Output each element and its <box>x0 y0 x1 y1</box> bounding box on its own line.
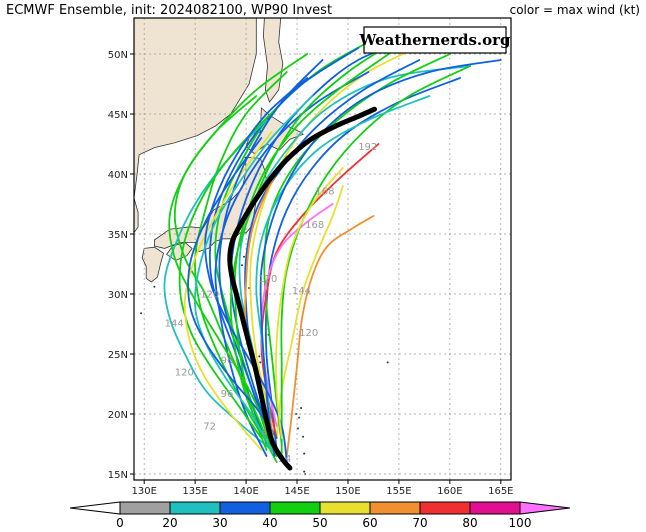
lon-tick-label: 165E <box>488 486 513 497</box>
lat-tick-label: 40N <box>108 170 128 181</box>
member-track <box>194 95 314 451</box>
island-marker <box>302 435 305 438</box>
watermark-box <box>363 26 507 54</box>
member-track <box>214 71 370 457</box>
colorbar-tick-label: 50 <box>312 516 327 530</box>
island-marker <box>386 361 389 364</box>
lat-tick-label: 20N <box>108 410 128 421</box>
forecast-hour-label: 120 <box>175 368 194 379</box>
forecast-hour-label: 120 <box>200 290 219 301</box>
lat-tick-label: 45N <box>108 110 128 121</box>
member-track <box>178 107 278 439</box>
forecast-hour-label: 96 <box>221 356 234 367</box>
colorbar-high-arrow <box>519 501 571 515</box>
lon-tick-label: 160E <box>437 486 462 497</box>
axis-ticks: 130E 135E 140E 145E 150E 155E 160E 165E 15N 20N 25… <box>108 50 514 497</box>
member-track <box>218 59 324 451</box>
forecast-hour-label: 192 <box>358 142 377 153</box>
legend-note: color = max wind (kt) <box>509 3 640 17</box>
colorbar-tick-label: 70 <box>412 516 427 530</box>
lat-tick-label: 30N <box>108 290 128 301</box>
lon-tick-label: 140E <box>233 486 258 497</box>
member-track <box>280 65 472 457</box>
member-track <box>259 59 502 457</box>
lon-tick-label: 135E <box>182 486 207 497</box>
lon-tick-label: 155E <box>386 486 411 497</box>
lon-tick-label: 145E <box>284 486 309 497</box>
colorbar-segment <box>169 501 221 515</box>
colorbar-segment <box>319 501 371 515</box>
lat-tick-label: 50N <box>108 50 128 61</box>
forecast-hour-label: 72 <box>203 422 216 433</box>
lon-tick-label: 130E <box>131 486 156 497</box>
colorbar-segment <box>269 501 321 515</box>
colorbar-segment <box>219 501 271 515</box>
member-track <box>187 137 278 439</box>
forecast-hour-label: 120 <box>299 328 318 339</box>
plot-frame <box>133 17 512 481</box>
colorbar-tick-label: 30 <box>212 516 227 530</box>
colorbar-segment <box>369 501 421 515</box>
island-marker <box>241 264 243 267</box>
member-track <box>204 77 309 463</box>
island-marker <box>303 470 306 473</box>
lat-tick-label: 25N <box>108 350 128 361</box>
island-marker <box>303 452 306 455</box>
forecast-hour-label: 168 <box>315 186 334 197</box>
island-marker <box>140 312 143 315</box>
island-marker <box>258 355 261 358</box>
lon-tick-label: 150E <box>335 486 360 497</box>
forecast-hour-label: 144 <box>165 318 184 329</box>
colorbar-tick-label: 100 <box>509 516 532 530</box>
forecast-hour-label: 168 <box>305 220 324 231</box>
member-track <box>249 41 431 451</box>
island-marker <box>300 407 303 409</box>
colorbar-tick-label: 20 <box>162 516 177 530</box>
forecast-hour-label: 96 <box>221 389 234 400</box>
ensemble-mean-track <box>227 106 377 471</box>
watermark-text: Weathernerds.org <box>358 31 511 49</box>
colorbar-low-arrow <box>69 501 121 515</box>
colorbar-tick-label: 60 <box>362 516 377 530</box>
island-marker <box>153 285 156 288</box>
colorbar-tick-label: 40 <box>262 516 277 530</box>
forecast-hour-label: 120 <box>258 274 277 285</box>
colorbar-segment <box>469 501 521 515</box>
island-marker <box>259 361 262 364</box>
member-track <box>183 131 273 451</box>
island-marker <box>516 421 518 423</box>
colorbar-segment <box>419 501 471 515</box>
colorbar-tick-label: 80 <box>462 516 477 530</box>
member-track <box>275 167 344 439</box>
member-track <box>264 77 461 451</box>
colorbar-segment <box>119 501 171 515</box>
lat-tick-label: 15N <box>108 470 128 481</box>
member-track <box>229 35 421 427</box>
colorbar-tick-label: 0 <box>116 516 124 530</box>
island-marker <box>298 416 301 419</box>
korea-land <box>134 197 139 234</box>
member-track <box>285 215 375 457</box>
colorbar: 0 20 30 40 50 60 70 80 100 <box>69 501 571 530</box>
member-track <box>163 119 273 451</box>
forecast-hour-label: 144 <box>292 286 311 297</box>
island-marker <box>297 427 299 430</box>
kyushu-land <box>141 246 164 283</box>
page-title: ECMWF Ensemble, init: 2024082100, WP90 I… <box>6 3 333 18</box>
island-marker <box>243 255 245 258</box>
member-track <box>168 95 268 427</box>
lat-tick-label: 35N <box>108 230 128 241</box>
grid-layer <box>134 18 511 480</box>
